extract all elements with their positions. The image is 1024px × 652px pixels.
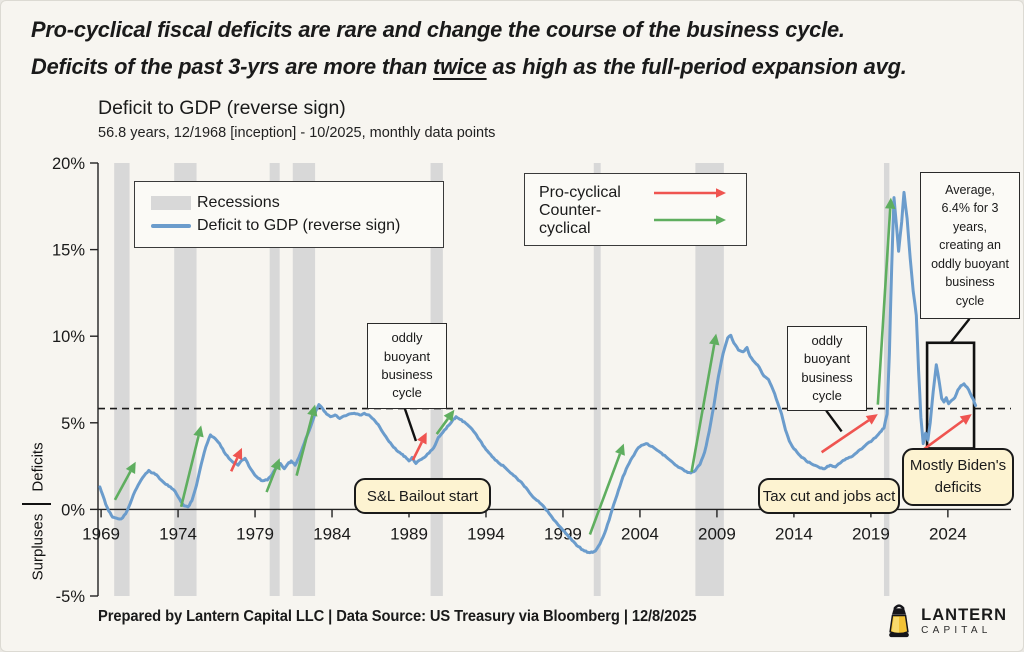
series-line-swatch <box>151 223 191 228</box>
lantern-icon <box>889 604 910 638</box>
legend-series-row: Deficit to GDP (reverse sign) <box>151 217 427 235</box>
pro-cyclical-row: Pro-cyclical <box>539 184 732 202</box>
logo-name: LANTERN <box>921 606 1007 624</box>
y-axis-deficits-label: Deficits <box>29 442 47 492</box>
y-axis-surpluses-label: Surpluses <box>29 513 47 581</box>
svg-text:5%: 5% <box>61 415 85 433</box>
svg-text:1984: 1984 <box>313 524 351 543</box>
svg-text:-5%: -5% <box>56 588 86 606</box>
logo-subname: CAPITAL <box>921 625 992 636</box>
legend-recessions-label: Recessions <box>197 194 280 212</box>
svg-text:1994: 1994 <box>467 524 505 543</box>
note-oddly-buoyant-2019: oddly buoyant business cycle <box>787 326 867 411</box>
svg-text:1969: 1969 <box>82 524 120 543</box>
svg-text:1974: 1974 <box>159 524 197 543</box>
svg-text:1999: 1999 <box>544 524 582 543</box>
svg-text:20%: 20% <box>52 155 85 173</box>
series-legend: Recessions Deficit to GDP (reverse sign) <box>134 181 444 248</box>
legend-recessions-row: Recessions <box>151 194 427 212</box>
cycle-legend: Pro-cyclical Counter-cyclical <box>524 173 747 246</box>
green-arrow-icon <box>654 215 727 225</box>
lantern-capital-logo: LANTERN CAPITAL <box>884 602 1007 642</box>
headline: Pro-cyclical fiscal deficits are rare an… <box>31 11 991 85</box>
logo-wordmark: LANTERN CAPITAL <box>921 607 1007 637</box>
callout-tax-cut-jobs-act: Tax cut and jobs act <box>758 478 900 514</box>
svg-text:2014: 2014 <box>775 524 813 543</box>
recession-swatch <box>151 196 191 211</box>
callout-sl-bailout: S&L Bailout start <box>354 478 491 514</box>
pro-cyclical-label: Pro-cyclical <box>539 184 621 201</box>
svg-text:10%: 10% <box>52 328 85 346</box>
chart-subtitle: 56.8 years, 12/1968 [inception] - 10/202… <box>98 125 496 141</box>
svg-text:1979: 1979 <box>236 524 274 543</box>
counter-cyclical-label: Counter-cyclical <box>539 202 602 237</box>
headline-line1: Pro-cyclical fiscal deficits are rare an… <box>31 17 845 42</box>
svg-text:2019: 2019 <box>852 524 890 543</box>
headline-line2: Deficits of the past 3-yrs are more than… <box>31 54 907 79</box>
svg-text:2004: 2004 <box>621 524 659 543</box>
counter-cyclical-row: Counter-cyclical <box>539 202 732 238</box>
callout-biden-deficits: Mostly Biden's deficits <box>902 448 1014 506</box>
note-oddly-buoyant-1989: oddly buoyant business cycle <box>367 323 447 409</box>
svg-text:0%: 0% <box>61 501 85 519</box>
svg-text:15%: 15% <box>52 242 85 260</box>
headline-emphasis: twice <box>433 54 487 79</box>
red-arrow-icon <box>654 188 726 198</box>
legend-series-label: Deficit to GDP (reverse sign) <box>197 216 401 234</box>
note-average-3yr: Average, 6.4% for 3 years, creating an o… <box>920 172 1020 319</box>
svg-text:2009: 2009 <box>698 524 736 543</box>
svg-text:1989: 1989 <box>390 524 428 543</box>
svg-text:2024: 2024 <box>929 524 967 543</box>
chart-title: Deficit to GDP (reverse sign) <box>98 97 346 119</box>
footer-attribution: Prepared by Lantern Capital LLC | Data S… <box>98 608 697 625</box>
